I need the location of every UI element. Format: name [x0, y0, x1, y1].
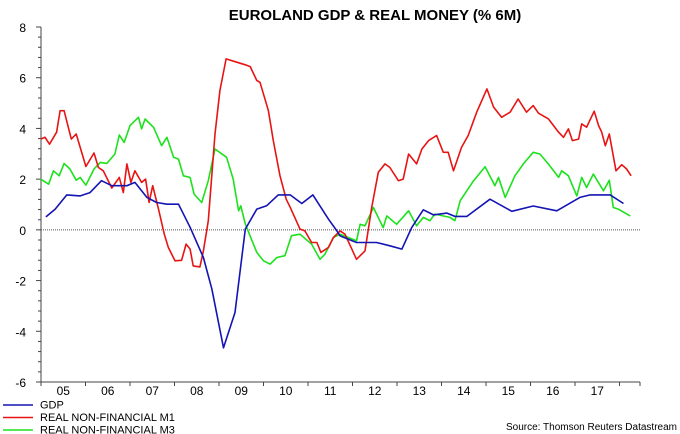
y-tick-label: -6 — [15, 376, 26, 390]
x-tick-label: 05 — [57, 384, 71, 398]
x-tick-label: 07 — [146, 384, 160, 398]
series-lines — [40, 58, 632, 349]
legend: GDP REAL NON-FINANCIAL M1 REAL NON-FINAN… — [3, 400, 175, 434]
y-tick-label: -2 — [15, 275, 26, 289]
y-tick-label: -4 — [15, 325, 26, 339]
x-tick-label: 15 — [502, 384, 516, 398]
x-tick-label: 09 — [235, 384, 249, 398]
axes: 8 6 4 2 0 -2 -4 -6 05 06 07 08 09 10 11 12 13 14 15 16 17 — [15, 21, 641, 398]
x-tick-label: 14 — [457, 384, 471, 398]
y-tick-label: 6 — [19, 72, 26, 86]
x-tick-label: 17 — [591, 384, 605, 398]
y-tick-label: 4 — [19, 122, 26, 136]
x-tick-label: 12 — [368, 384, 382, 398]
chart-title: EUROLAND GDP & REAL MONEY (% 6M) — [229, 7, 522, 24]
x-tick-label: 13 — [413, 384, 427, 398]
x-tick-label: 11 — [324, 384, 337, 398]
y-tick-label: 2 — [19, 173, 26, 187]
y-tick-label: 0 — [19, 224, 26, 238]
x-tick-label: 06 — [101, 384, 115, 398]
x-tick-label: 16 — [546, 384, 560, 398]
legend-label-m1: REAL NON-FINANCIAL M1 — [40, 412, 175, 424]
m1-line — [40, 58, 632, 268]
legend-label-gdp: GDP — [40, 400, 64, 412]
source-note: Source: Thomson Reuters Datastream — [506, 422, 677, 433]
x-tick-label: 08 — [190, 384, 204, 398]
y-tick-label: 8 — [19, 21, 26, 35]
x-tick-label: 10 — [279, 384, 293, 398]
legend-label-m3: REAL NON-FINANCIAL M3 — [40, 425, 175, 434]
gdp-line — [45, 179, 624, 349]
m3-line — [40, 116, 631, 265]
